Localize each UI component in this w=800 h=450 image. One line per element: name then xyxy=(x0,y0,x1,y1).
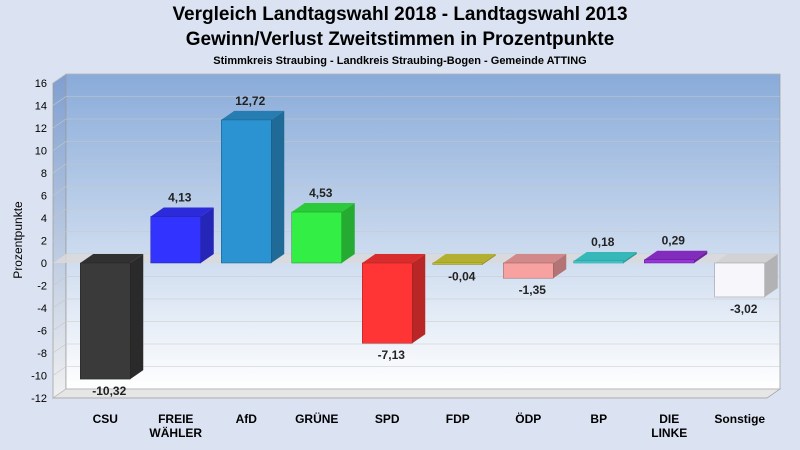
bar-side xyxy=(412,254,426,344)
value-label: 0,29 xyxy=(662,234,686,248)
y-tick-label: 6 xyxy=(41,191,47,203)
bar xyxy=(573,260,624,264)
value-label: 4,13 xyxy=(168,191,192,205)
bar-side xyxy=(694,250,708,263)
x-tick-label: DIE xyxy=(659,412,679,426)
x-tick-label: FREIE xyxy=(158,412,193,426)
y-tick-label: -10 xyxy=(31,371,47,383)
bar-side xyxy=(764,254,778,297)
bar xyxy=(432,262,483,265)
y-tick-label: 10 xyxy=(35,146,47,158)
gridline-side xyxy=(52,366,67,376)
gridline-side xyxy=(52,163,67,174)
x-tick-label: CSU xyxy=(93,412,118,426)
bar-side xyxy=(482,254,496,265)
value-label: -0,04 xyxy=(448,270,476,284)
gridline-side xyxy=(52,298,67,309)
x-tick-label: SPD xyxy=(375,412,400,426)
y-tick-label: 12 xyxy=(35,123,47,135)
bar-side xyxy=(200,207,214,263)
bar-side xyxy=(341,203,355,263)
gridline-side xyxy=(52,208,67,219)
value-label: 4,53 xyxy=(309,186,333,200)
bar-side xyxy=(271,110,285,264)
gridline-side xyxy=(52,118,67,129)
bar-top xyxy=(573,251,637,261)
x-tick-label: LINKE xyxy=(651,426,687,440)
bar xyxy=(644,259,695,264)
gridline-side xyxy=(52,276,67,286)
y-axis-label: Prozentpunkte xyxy=(11,201,25,279)
bar xyxy=(150,216,201,264)
chart-subtitle: Gewinn/Verlust Zweitstimmen in Prozentpu… xyxy=(185,29,615,50)
value-label: 12,72 xyxy=(235,94,265,108)
chart-region: Stimmkreis Straubing - Landkreis Straubi… xyxy=(213,55,587,67)
gridline-side xyxy=(52,388,67,399)
y-tick-label: 8 xyxy=(41,168,47,180)
x-tick-label: GRÜNE xyxy=(295,411,338,426)
value-label: -3,02 xyxy=(730,302,758,316)
y-tick-label: -4 xyxy=(37,303,47,315)
y-tick-label: 16 xyxy=(35,78,47,90)
gridline-side xyxy=(52,141,67,151)
y-tick-label: -8 xyxy=(37,348,47,360)
y-tick-label: -2 xyxy=(37,281,47,293)
gridline-side xyxy=(52,343,67,354)
bar-side xyxy=(623,251,637,263)
bar xyxy=(80,262,131,380)
gridline-side xyxy=(52,231,67,241)
x-tick-label: WÄHLER xyxy=(149,425,202,440)
y-tick-label: 14 xyxy=(35,101,47,113)
bar-top xyxy=(221,110,285,120)
y-tick-label: -12 xyxy=(31,393,47,405)
value-label: 0,18 xyxy=(591,235,615,249)
value-label: -7,13 xyxy=(378,348,406,362)
bar xyxy=(291,211,342,264)
gridline-side xyxy=(52,186,67,196)
chart-floor xyxy=(51,388,782,399)
bar-top xyxy=(291,203,355,213)
chart-title: Vergleich Landtagswahl 2018 - Landtagswa… xyxy=(172,4,628,25)
x-tick-label: ÖDP xyxy=(515,411,541,426)
bar xyxy=(503,262,554,279)
y-tick-label: 2 xyxy=(41,236,47,248)
x-tick-label: Sonstige xyxy=(714,412,765,426)
value-label: -1,35 xyxy=(519,283,547,297)
gridline-side xyxy=(52,73,67,84)
bar-top xyxy=(503,254,567,263)
y-tick-label: -6 xyxy=(37,326,47,338)
bar xyxy=(714,262,765,298)
bar-top xyxy=(432,254,496,263)
bar xyxy=(362,262,413,344)
bar-side xyxy=(553,254,567,279)
x-tick-label: AfD xyxy=(236,412,258,426)
y-tick-label: 0 xyxy=(41,258,47,270)
bar-top xyxy=(80,254,144,263)
bar-top xyxy=(714,254,778,263)
bar-top xyxy=(362,254,426,263)
bar-top xyxy=(150,207,214,217)
bar-side xyxy=(130,254,144,380)
x-tick-label: FDP xyxy=(446,412,470,426)
bar xyxy=(221,119,272,264)
gridline-side xyxy=(52,96,67,106)
x-tick-label: BP xyxy=(590,412,607,426)
gridline-side xyxy=(52,321,67,331)
y-tick-label: 4 xyxy=(41,213,47,225)
value-label: -10,32 xyxy=(92,384,126,398)
bar-top xyxy=(644,250,708,260)
